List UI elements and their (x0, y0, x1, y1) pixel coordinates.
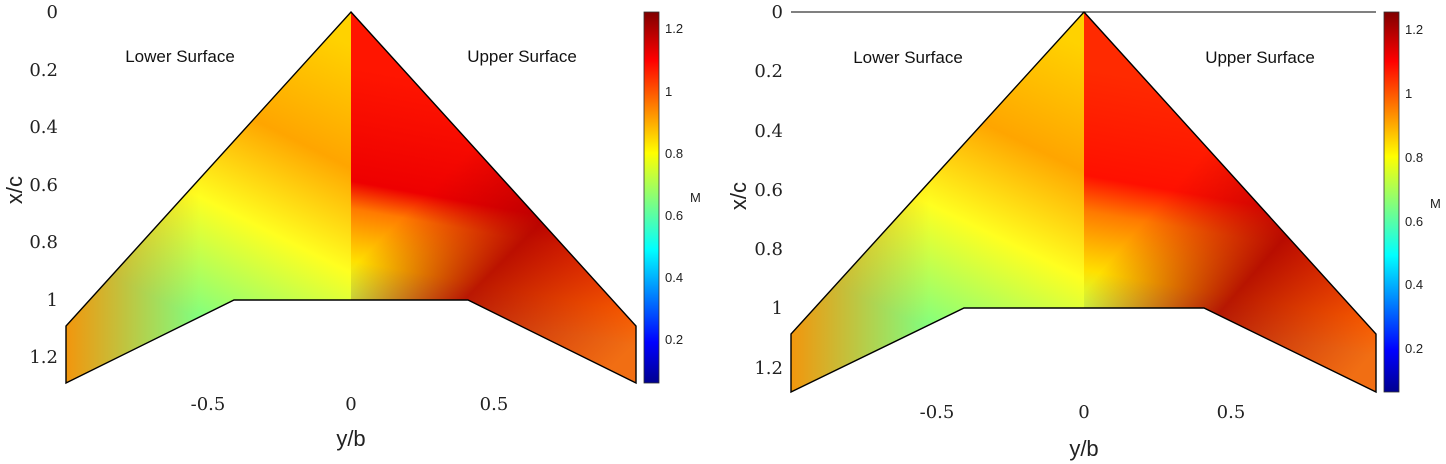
colorbar-2-bar (1383, 11, 1400, 393)
annotation-upper-surface: Upper Surface (1205, 48, 1315, 67)
panel-2-contour (791, 12, 1376, 392)
colorbar-label: M (1430, 196, 1441, 211)
panel-2-x-ticks: -0.5 0 0.5 (920, 402, 1246, 423)
y-tick-label: 0.6 (754, 180, 783, 201)
colorbar-tick: 1.2 (665, 21, 683, 36)
colorbar-label: M (690, 190, 701, 205)
colorbar-tick: 0.4 (1405, 277, 1423, 292)
colorbar-tick: 0.2 (1405, 341, 1423, 356)
x-tick-label: 0.5 (480, 394, 509, 415)
y-tick-label: 1.2 (29, 347, 58, 368)
colorbar-tick: 0.6 (1405, 214, 1423, 229)
x-tick-label: 0.5 (1217, 402, 1246, 423)
colorbar-tick: 0.6 (665, 208, 683, 223)
annotation-lower-surface: Lower Surface (125, 47, 235, 66)
y-tick-label: 0.4 (754, 121, 783, 142)
y-axis-label: x/c (2, 176, 27, 204)
panel-2-y-ticks: 0 0.2 0.4 0.6 0.8 1 1.2 (754, 2, 783, 379)
y-tick-label: 0.8 (29, 232, 58, 253)
panel-1-contour (66, 12, 636, 383)
x-tick-label: 0 (1078, 402, 1089, 423)
y-axis-label: x/c (726, 182, 751, 210)
x-axis-label: y/b (336, 426, 365, 451)
y-tick-label: 0.8 (754, 239, 783, 260)
panel-2-outline (790, 10, 1377, 394)
y-tick-label: 0.6 (29, 175, 58, 196)
y-tick-label: 0.4 (29, 117, 58, 138)
colorbar-tick: 0.2 (665, 332, 683, 347)
colorbar-tick: 1.2 (1405, 22, 1423, 37)
colorbar-tick: 1 (1405, 86, 1412, 101)
colorbar-1-bar (643, 11, 660, 384)
y-tick-label: 0.2 (754, 61, 783, 82)
y-tick-label: 1.2 (754, 358, 783, 379)
x-tick-label: -0.5 (920, 402, 955, 423)
y-tick-label: 1 (772, 298, 783, 319)
colorbar-tick: 1 (665, 84, 672, 99)
y-tick-label: 1 (47, 290, 58, 311)
x-tick-label: 0 (345, 394, 356, 415)
colorbar-tick: 0.8 (1405, 150, 1423, 165)
colorbar-tick: 0.4 (665, 270, 683, 285)
annotation-upper-surface: Upper Surface (467, 47, 577, 66)
panel-1-y-ticks: 0 0.2 0.4 0.6 0.8 1 1.2 (29, 2, 58, 368)
panel-2: 0 0.2 0.4 0.6 0.8 1 1.2 -0.5 0 0.5 y/b x… (726, 2, 1441, 461)
x-tick-label: -0.5 (191, 394, 226, 415)
x-axis-label: y/b (1069, 436, 1098, 461)
colorbar-2: 0.2 0.4 0.6 0.8 1 1.2 M (1383, 11, 1441, 393)
annotation-lower-surface: Lower Surface (853, 48, 963, 67)
panel-1: 0 0.2 0.4 0.6 0.8 1 1.2 -0.5 0 0.5 y/b x… (2, 2, 701, 451)
colorbar-1: 0.2 0.4 0.6 0.8 1 1.2 M (643, 11, 701, 384)
y-tick-label: 0.2 (29, 60, 58, 81)
panel-1-x-ticks: -0.5 0 0.5 (191, 394, 509, 415)
y-tick-label: 0 (772, 2, 783, 23)
y-tick-label: 0 (47, 2, 58, 23)
panel-1-outline (65, 10, 637, 385)
colorbar-tick: 0.8 (665, 146, 683, 161)
